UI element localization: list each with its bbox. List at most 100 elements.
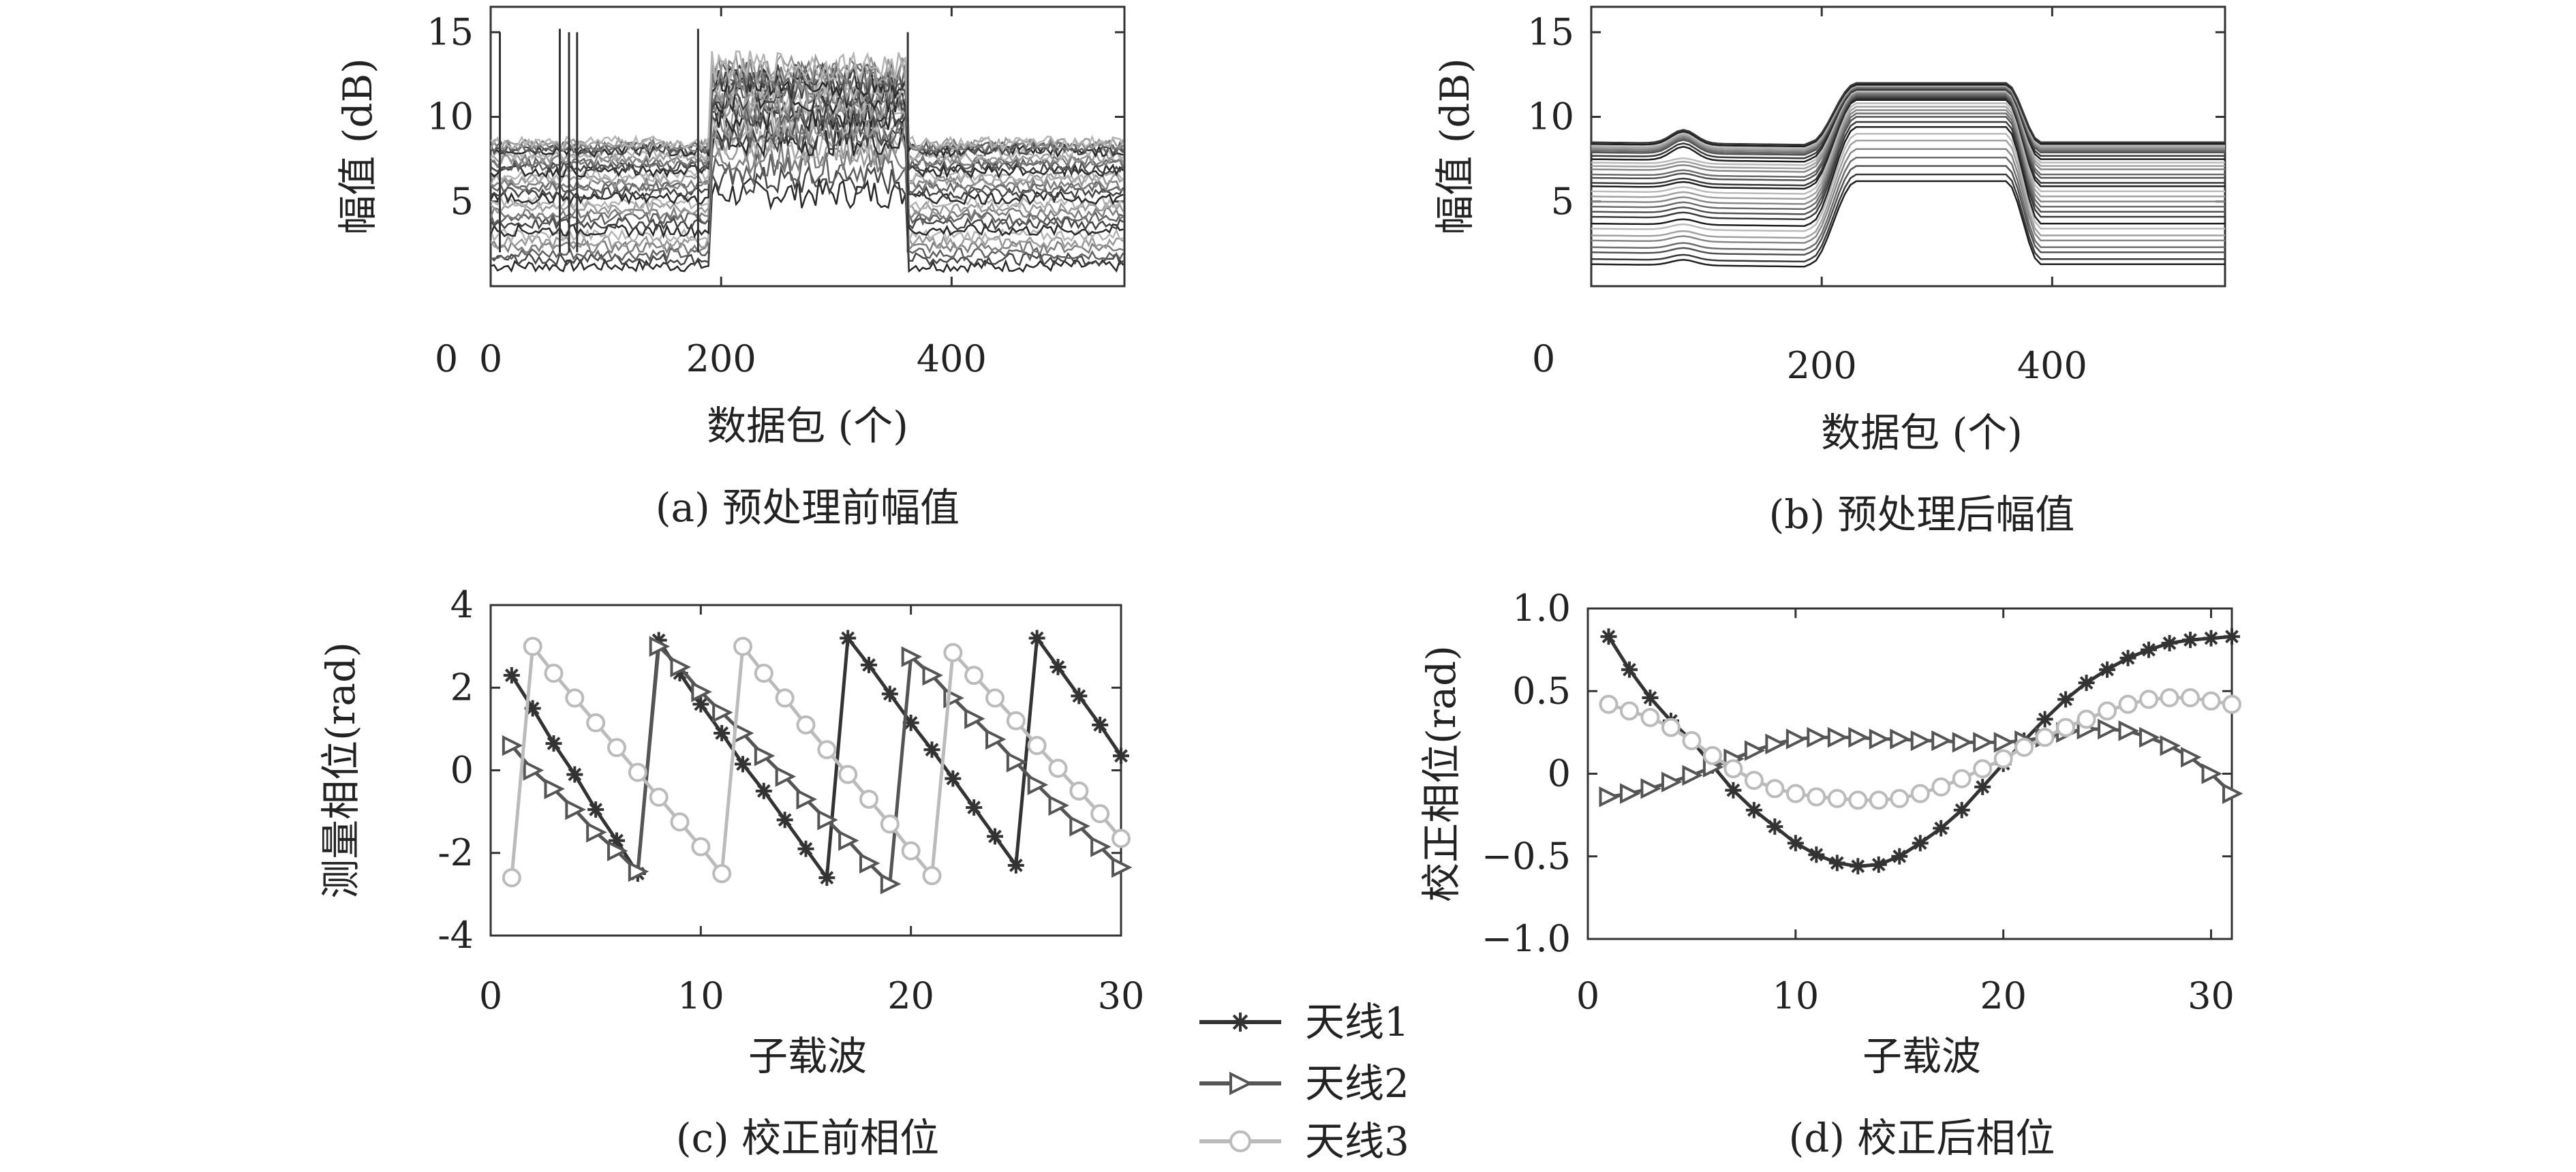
data-point-triangle [2160, 735, 2181, 756]
legend-entry: 天线1 [1199, 999, 1409, 1045]
amplitude-series-line [1591, 148, 2225, 244]
data-point-circle [1848, 790, 1868, 810]
y-tick-label: −0.5 [1482, 835, 1571, 878]
data-point-triangle [1640, 778, 1661, 799]
amplitude-series-line [491, 101, 1124, 206]
amplitude-series-line [491, 50, 1124, 150]
data-point-triangle [2222, 783, 2243, 804]
data-point-asterisk [861, 656, 877, 673]
amplitude-lines [491, 29, 1124, 274]
amplitude-series-line [1591, 109, 2225, 205]
amplitude-series-line [491, 56, 1124, 154]
data-point-asterisk [945, 770, 962, 787]
data-point-circle [880, 814, 900, 834]
plot-frame [489, 604, 1122, 937]
amplitude-series-line [491, 124, 1124, 239]
y-tick-label: 2 [450, 666, 474, 709]
data-point-asterisk [735, 756, 751, 773]
data-point-asterisk [1113, 747, 1129, 765]
data-point-triangle [523, 760, 545, 781]
amplitude-series-line [1591, 97, 2225, 187]
data-point-triangle [2139, 726, 2160, 748]
data-point-circle [859, 789, 878, 809]
data-point-triangle [2098, 718, 2119, 740]
amplitude-series-line [1591, 87, 2225, 155]
series-line [1607, 634, 2233, 868]
data-point-circle [1910, 784, 1930, 803]
data-point-circle [2222, 694, 2241, 714]
data-point-asterisk [566, 766, 583, 783]
legend-entry: 天线2 [1199, 1060, 1409, 1107]
x-axis-label: 数据包 (个) [1821, 410, 2023, 456]
data-point-circle [2056, 718, 2076, 737]
legend-label: 天线1 [1305, 999, 1409, 1045]
y-axis-label: 幅值 (dB) [1432, 58, 1478, 234]
data-point-asterisk [2224, 628, 2240, 645]
amplitude-series-line [1591, 95, 2225, 181]
data-point-circle [2076, 709, 2096, 729]
panel-caption: (a) 预处理前幅值 [656, 484, 960, 531]
data-point-circle [1069, 781, 1089, 801]
data-point-asterisk [1049, 658, 1067, 675]
data-point-circle [733, 636, 752, 656]
data-point-triangle [1973, 732, 1994, 753]
data-point-triangle [502, 735, 523, 756]
x-axis-label: 数据包 (个) [707, 403, 908, 449]
data-point-circle [817, 740, 837, 760]
legend-label: 天线3 [1305, 1118, 1409, 1165]
data-point-triangle [1682, 765, 1703, 786]
y-tick-label: 10 [1527, 95, 1574, 138]
legend: 天线1 天线2 天线3 [1199, 999, 1409, 1165]
data-point-asterisk [714, 724, 731, 741]
amplitude-series-line [1591, 102, 2225, 195]
data-point-triangle [922, 664, 943, 686]
data-point-asterisk [818, 869, 835, 886]
data-point-asterisk [797, 840, 814, 857]
data-point-circle [1890, 788, 1910, 808]
x-tick-label: 400 [2017, 344, 2087, 387]
series-circle [1599, 688, 2241, 810]
amplitude-series-line [1591, 156, 2225, 251]
panel-b-amplitude-after: 200 400 5 10 15 0 数据包 (个) 幅值 (dB) (b) 预处理后幅值 [1432, 5, 2226, 538]
data-point-circle [628, 762, 647, 782]
y-zero-label: 0 [1532, 337, 1555, 380]
x-zero-label: 0 [435, 337, 458, 380]
data-point-circle [691, 837, 711, 857]
data-point-circle [943, 643, 963, 662]
data-point-triangle [838, 830, 859, 851]
data-point-triangle [775, 766, 797, 787]
data-point-triangle [1599, 786, 1620, 807]
data-point-triangle [1848, 726, 1869, 748]
data-point-asterisk [587, 801, 604, 818]
legend-label: 天线2 [1305, 1060, 1409, 1107]
amplitude-lines [1591, 82, 2225, 268]
data-point-triangle [544, 778, 565, 800]
data-point-circle [2160, 688, 2179, 707]
amplitude-series-line [491, 53, 1124, 153]
amplitude-series-line [491, 104, 1124, 211]
data-point-circle [1931, 777, 1951, 797]
data-point-asterisk [1725, 782, 1742, 799]
panel-caption: (b) 预处理后幅值 [1769, 491, 2075, 538]
data-point-asterisk [2078, 675, 2095, 692]
data-point-circle [1048, 758, 1068, 778]
series-line [510, 643, 1122, 888]
series-circle [502, 636, 1131, 888]
data-point-asterisk [776, 812, 793, 829]
amplitude-series-line [491, 95, 1124, 201]
data-point-circle [670, 812, 690, 832]
data-point-asterisk [1870, 856, 1887, 873]
amplitude-series-line [1591, 173, 2225, 263]
legend-entry: 天线3 [1199, 1118, 1409, 1165]
series-line [510, 642, 1122, 880]
y-axis-label: 测量相位(rad) [318, 642, 364, 899]
data-point-triangle [964, 708, 985, 729]
y-tick-label: 0.5 [1512, 669, 1571, 712]
data-point-asterisk [1808, 846, 1825, 863]
amplitude-series-line [1591, 140, 2225, 239]
amplitude-series-line [1591, 116, 2225, 215]
data-point-circle [523, 636, 542, 656]
data-point-asterisk [2182, 632, 2199, 649]
data-point-circle [1006, 711, 1026, 730]
data-point-triangle [1027, 774, 1049, 795]
